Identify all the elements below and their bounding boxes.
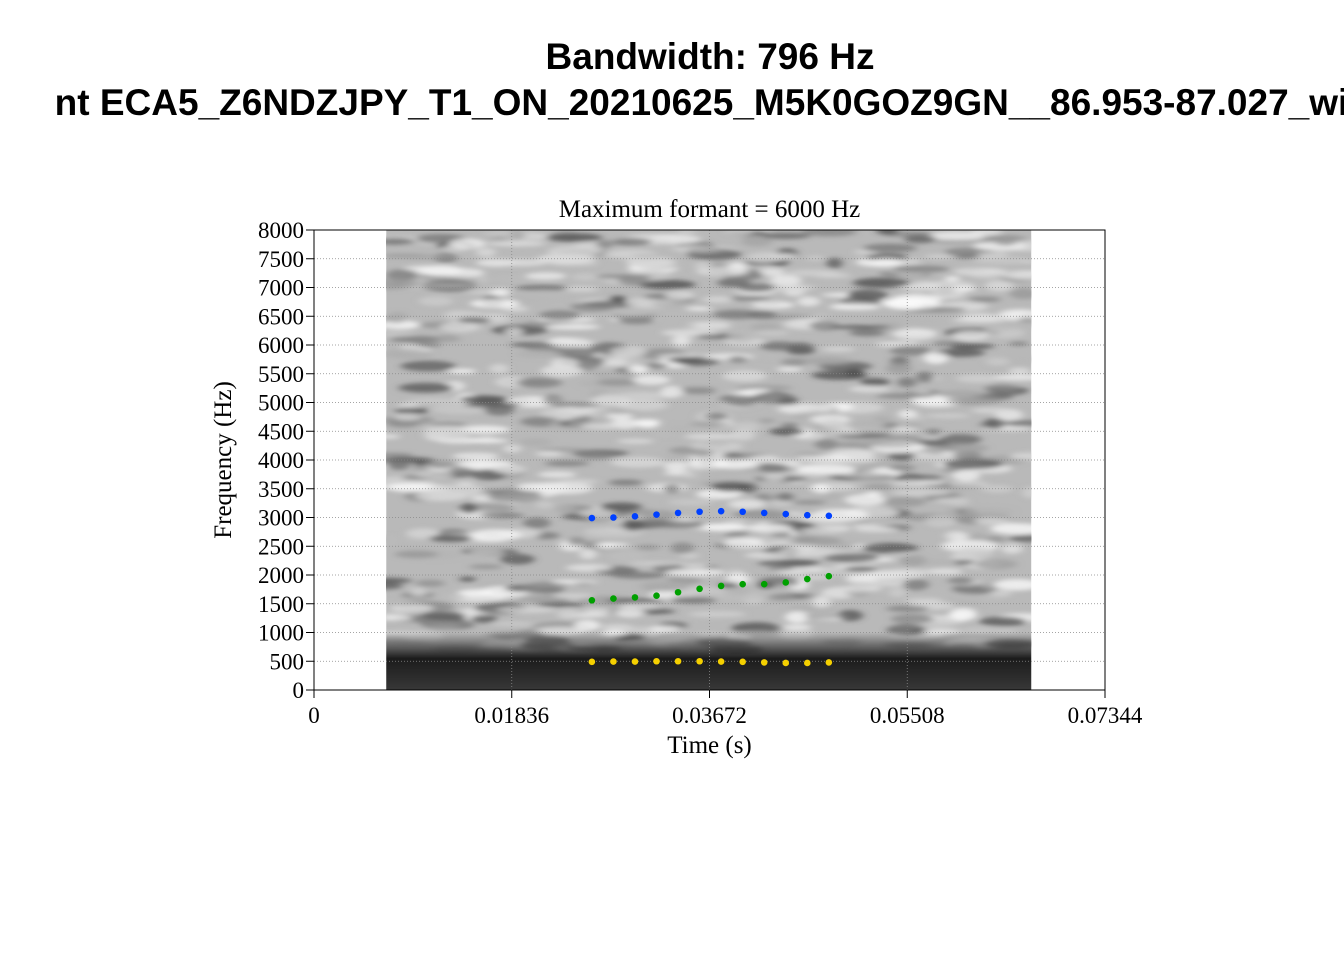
formant-point-f2: [803, 575, 811, 583]
formant-point-f2: [760, 580, 768, 588]
y-axis: 0 500 1000 1500 2000 2500 3000 3500 4000 4500 5000…: [258, 218, 314, 703]
formant-point-f3: [674, 509, 682, 517]
formant-point-f3: [631, 513, 639, 520]
formant-point-f1: [825, 659, 833, 666]
y-tick-label: 5500: [258, 362, 304, 387]
figure-subtitle: nt ECA5_Z6NDZJPY_T1_ON_20210625_M5K0GOZ9…: [54, 82, 1344, 123]
y-tick-label: 7000: [258, 276, 304, 301]
formant-point-f3: [760, 509, 768, 517]
chart-title: Maximum formant = 6000 Hz: [559, 196, 861, 223]
x-tick-label: 0.01836: [474, 703, 549, 728]
x-axis: 0 0.01836 0.03672 0.05508 0.07344: [308, 690, 1143, 728]
formant-point-f2: [674, 588, 682, 596]
formant-point-f3: [610, 514, 617, 521]
formant-point-f3: [696, 508, 703, 516]
formant-point-f1: [610, 658, 617, 665]
formant-point-f3: [803, 511, 811, 519]
y-axis-label: Frequency (Hz): [210, 381, 237, 539]
formant-point-f2: [631, 594, 639, 601]
formant-point-f3: [717, 507, 725, 515]
formant-point-f2: [696, 585, 703, 593]
x-axis-label: Time (s): [667, 732, 752, 759]
formant-point-f2: [782, 579, 790, 586]
y-tick-label: 8000: [258, 218, 304, 243]
x-tick-label: 0.07344: [1068, 703, 1143, 728]
formant-point-f1: [760, 659, 768, 666]
formant-point-f1: [717, 658, 725, 665]
y-tick-label: 3000: [258, 506, 304, 531]
formant-point-f3: [782, 510, 790, 518]
formant-point-f2: [717, 582, 725, 590]
formant-point-f1: [631, 658, 639, 665]
y-tick-label: 4500: [258, 419, 304, 444]
y-tick-label: 7500: [258, 247, 304, 272]
formant-point-f1: [782, 659, 790, 667]
formant-point-f3: [825, 512, 833, 520]
formant-point-f2: [610, 595, 617, 602]
y-tick-label: 5000: [258, 391, 304, 416]
y-tick-label: 1000: [258, 621, 304, 646]
y-tick-label: 500: [270, 649, 305, 674]
y-tick-label: 2000: [258, 563, 304, 588]
y-tick-label: 3500: [258, 477, 304, 502]
spectrogram: [386, 230, 1032, 690]
y-tick-label: 6000: [258, 333, 304, 358]
formant-points: [588, 507, 833, 667]
y-tick-label: 0: [293, 678, 305, 703]
y-tick-label: 6500: [258, 304, 304, 329]
formant-point-f1: [803, 659, 811, 667]
formant-point-f2: [588, 597, 596, 604]
formant-point-f2: [739, 580, 746, 588]
spectrogram-texture: [386, 230, 1032, 655]
formant-point-f1: [674, 657, 682, 665]
formant-point-f3: [739, 508, 746, 516]
x-tick-label: 0.03672: [672, 703, 747, 728]
formant-point-f2: [825, 572, 833, 580]
formant-point-f1: [739, 658, 746, 666]
x-tick-label: 0: [308, 703, 320, 728]
figure-title: Bandwidth: 796 Hz: [545, 36, 875, 77]
formant-point-f1: [696, 657, 703, 665]
y-tick-label: 4000: [258, 448, 304, 473]
formant-point-f3: [588, 514, 596, 522]
formant-point-f1: [653, 657, 660, 665]
formant-point-f1: [588, 658, 596, 666]
y-tick-label: 1500: [258, 592, 304, 617]
formant-point-f2: [653, 592, 660, 599]
y-tick-label: 2500: [258, 534, 304, 559]
formant-point-f3: [653, 511, 660, 518]
x-tick-label: 0.05508: [870, 703, 945, 728]
